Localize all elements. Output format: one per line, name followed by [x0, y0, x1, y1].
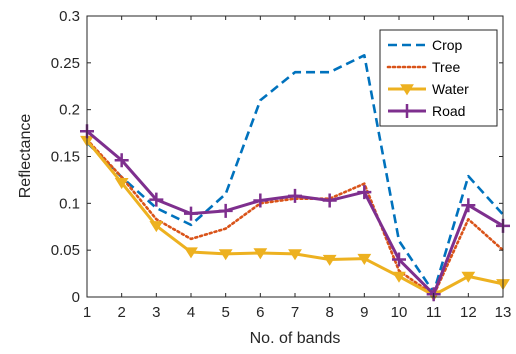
x-tick-label: 1 — [83, 304, 91, 321]
x-tick-label: 2 — [117, 304, 125, 321]
legend-label: Crop — [432, 37, 463, 53]
x-tick-label: 7 — [291, 304, 299, 321]
data-point-marker — [253, 193, 268, 208]
data-point-marker — [288, 188, 302, 203]
data-point-marker — [218, 203, 233, 218]
x-tick-label: 12 — [460, 304, 477, 321]
x-tick-label: 3 — [152, 304, 160, 321]
legend-label: Road — [432, 103, 465, 119]
data-point-marker — [184, 247, 198, 259]
x-tick-label: 10 — [391, 304, 408, 321]
x-tick-label: 6 — [256, 304, 264, 321]
data-point-marker — [253, 248, 268, 260]
data-point-marker — [392, 271, 406, 283]
data-point-marker — [357, 253, 372, 265]
x-tick-label: 5 — [221, 304, 229, 321]
legend: Crop Tree Water Road — [379, 29, 498, 127]
data-point-marker — [357, 185, 372, 200]
x-tick-label: 9 — [360, 304, 368, 321]
data-point-marker — [400, 104, 414, 118]
x-tick-label: 4 — [187, 304, 195, 321]
legend-label: Water — [432, 81, 469, 97]
legend-label: Tree — [432, 59, 460, 75]
x-tick-label: 8 — [325, 304, 333, 321]
y-tick-label: 0 — [72, 289, 80, 306]
y-tick-label: 0.2 — [59, 102, 80, 119]
data-point-marker — [322, 254, 337, 266]
data-point-marker — [322, 193, 337, 208]
data-point-marker — [218, 249, 233, 261]
data-point-marker — [400, 84, 414, 96]
x-tick-label: 11 — [426, 304, 442, 321]
x-axis-title: No. of bands — [250, 330, 341, 347]
data-point-marker — [461, 198, 476, 213]
data-point-marker — [114, 153, 129, 168]
data-point-marker — [184, 206, 198, 221]
data-point-marker — [392, 252, 406, 267]
data-point-marker — [461, 271, 476, 283]
y-tick-label: 0.1 — [59, 195, 80, 212]
x-tick-label: 13 — [495, 304, 512, 321]
legend-box — [379, 29, 498, 127]
y-tick-label: 0.3 — [59, 8, 80, 25]
y-tick-label: 0.15 — [51, 149, 80, 166]
data-point-marker — [114, 178, 129, 190]
data-point-marker — [288, 249, 302, 261]
y-tick-label: 0.25 — [51, 55, 80, 72]
data-point-marker — [149, 192, 164, 207]
y-tick-label: 0.05 — [51, 242, 80, 259]
y-axis-title: Reflectance — [17, 114, 34, 199]
data-point-marker — [149, 221, 164, 233]
